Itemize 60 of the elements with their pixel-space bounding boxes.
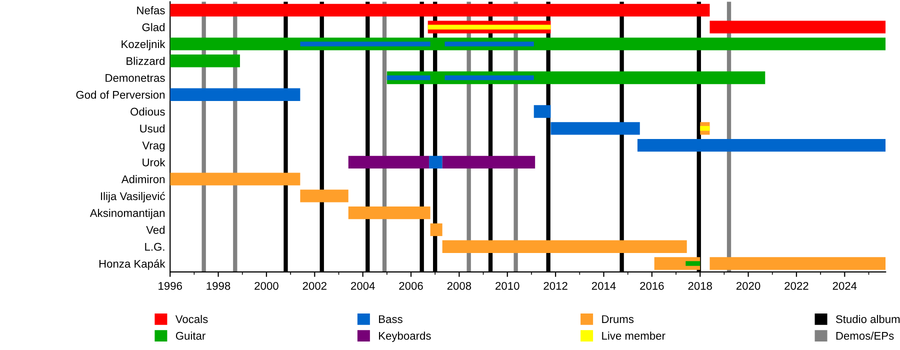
bar [637, 138, 886, 152]
y-tick-label: Aksinomantijan [90, 208, 165, 220]
y-tick-label: God of Perversion [76, 90, 165, 99]
y-tick-label: Demonetras [106, 74, 165, 82]
legend-label: Keyboards [379, 332, 431, 342]
x-tick-label: 1998 [206, 282, 230, 290]
legend-label: Live member [602, 332, 666, 340]
y-tick-label: Odious [130, 107, 165, 116]
y-tick-label: Kozeljnik [122, 40, 166, 50]
x-tick-label: 2018 [688, 282, 712, 290]
x-tick-label: 2008 [447, 282, 472, 290]
x-tick-label: 2012 [544, 282, 568, 290]
x-tick-label: 2010 [496, 282, 520, 290]
y-tick-label: Blizzard [126, 56, 165, 65]
y-tick-label: Honza Kapák [99, 259, 166, 270]
y-tick-label: Ilija Vasiljević [101, 192, 165, 202]
y-tick-label: Vrag [142, 142, 165, 152]
bar [300, 190, 348, 202]
bar [428, 24, 551, 30]
x-tick-label: 2024 [832, 282, 857, 290]
x-tick-label: 2022 [784, 282, 808, 290]
bar [444, 75, 534, 80]
bar [170, 88, 300, 101]
legend-label: Studio album [836, 314, 900, 324]
legend-label: Demos/EPs [836, 332, 894, 340]
bar [442, 156, 536, 169]
y-tick-label: Urok [142, 158, 166, 166]
bar [442, 240, 687, 253]
x-tick-label: 2016 [640, 282, 664, 290]
y-tick-label: L.G. [145, 242, 164, 251]
x-tick-label: 2020 [736, 282, 760, 290]
y-tick-label: Ved [146, 226, 165, 234]
x-tick-label: 2014 [592, 282, 616, 290]
bar [444, 42, 534, 46]
bar [700, 126, 710, 131]
y-tick-label: Adimiron [121, 175, 165, 184]
bar [710, 20, 886, 34]
bar [348, 156, 430, 169]
legend-label: Guitar [176, 332, 206, 340]
bar [170, 4, 710, 17]
bar [348, 206, 430, 220]
legend-label: Bass [379, 315, 402, 324]
bar [170, 54, 240, 68]
bar [170, 172, 300, 186]
y-tick-label: Glad [142, 23, 165, 32]
bar [534, 105, 551, 118]
bar [429, 156, 442, 169]
bar [430, 223, 442, 236]
y-tick-label: Nefas [137, 6, 165, 14]
bar [550, 122, 640, 135]
x-tick-label: 2002 [302, 282, 326, 290]
y-tick-label: Usud [140, 124, 165, 133]
x-tick-label: 2006 [399, 282, 423, 290]
bar [710, 257, 886, 270]
x-tick-label: 1996 [158, 282, 182, 290]
x-tick-label: 2000 [254, 282, 278, 290]
bar [686, 261, 700, 266]
legend-label: Drums [602, 315, 634, 324]
legend-label: Vocals [175, 314, 208, 324]
x-tick-label: 2004 [351, 282, 375, 290]
